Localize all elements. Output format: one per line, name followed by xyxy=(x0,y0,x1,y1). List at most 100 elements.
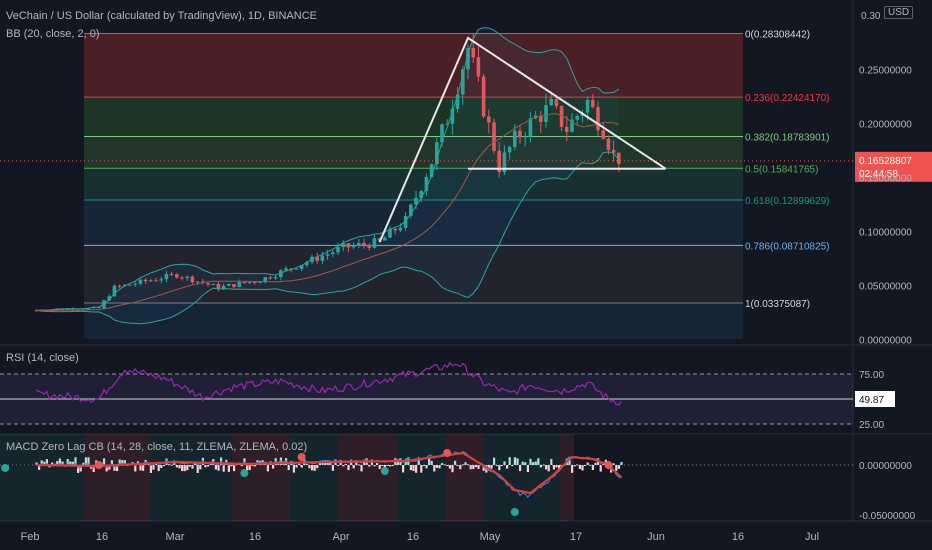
macd-tick-1: -0.05000000 xyxy=(859,511,916,522)
macd-hist-bar xyxy=(337,464,340,466)
macd-hist-bar xyxy=(599,465,602,472)
macd-hist-bar xyxy=(537,458,540,465)
candle-body xyxy=(507,146,512,153)
currency-badge[interactable]: USD xyxy=(884,6,914,19)
macd-hist-bar xyxy=(428,457,431,465)
macd-hist-bar xyxy=(506,465,509,469)
candle-body xyxy=(575,115,579,120)
macd-hist-bar xyxy=(287,465,290,471)
macd-hist-bar xyxy=(326,461,329,465)
macd-hist-bar xyxy=(591,465,594,471)
macd-hist-bar xyxy=(615,465,618,471)
candle-body xyxy=(112,285,117,297)
macd-bg-5 xyxy=(338,434,398,521)
macd-hist-bar xyxy=(188,465,191,467)
macd-bg-2 xyxy=(150,434,232,521)
macd-hist-bar xyxy=(214,465,217,470)
candle-body xyxy=(471,47,475,58)
candle-body xyxy=(180,277,184,279)
fib-band-4 xyxy=(84,200,743,246)
macd-hist-bar xyxy=(532,462,535,465)
candle-body xyxy=(107,296,111,301)
candle-body xyxy=(414,197,418,205)
macd-hist-bar xyxy=(519,465,522,472)
candle-body xyxy=(606,138,611,151)
macd-hist-bar xyxy=(467,464,470,466)
macd-hist-bar xyxy=(35,462,38,465)
candle-body xyxy=(357,243,361,246)
price-tick-2: 0.10000000 xyxy=(859,227,912,238)
macd-hist-bar xyxy=(162,465,165,467)
macd-hist-bar xyxy=(142,465,145,471)
macd-hist-bar xyxy=(454,460,457,465)
macd-hist-bar xyxy=(199,465,202,470)
candle-body xyxy=(117,285,122,287)
macd-hist-bar xyxy=(521,461,524,465)
time-tick-10: Jul xyxy=(805,531,819,543)
macd-hist-bar xyxy=(121,460,124,465)
candle-body xyxy=(440,124,444,143)
triangle-upper-line xyxy=(378,36,667,243)
macd-cross-dot-4 xyxy=(380,467,389,475)
candle-body xyxy=(315,256,319,261)
candle-body xyxy=(294,268,299,270)
macd-hist-bar xyxy=(77,465,80,473)
candle-body xyxy=(341,243,345,248)
macd-hist-bar xyxy=(191,465,194,469)
time-tick-5: 16 xyxy=(407,531,419,543)
macd-hist-bar xyxy=(181,465,184,472)
countdown-label: 02:44:58 xyxy=(859,169,898,180)
macd-hist-bar xyxy=(446,465,449,466)
candle-body xyxy=(409,204,413,216)
macd-hist-bar xyxy=(404,459,407,465)
macd-hist-bar xyxy=(552,465,555,470)
candle-body xyxy=(211,283,215,285)
candle-body xyxy=(232,284,236,287)
macd-bg-8 xyxy=(484,434,560,521)
last-price-label: 0.16528807 xyxy=(859,156,912,167)
macd-hist-bar xyxy=(311,465,314,471)
macd-cross-dot-2 xyxy=(240,469,249,477)
macd-hist-bar xyxy=(578,465,581,470)
candle-body xyxy=(263,277,267,283)
candle-body xyxy=(185,276,189,278)
candle-body xyxy=(221,285,226,290)
macd-hist-bar xyxy=(396,461,399,465)
macd-hist-bar xyxy=(201,457,204,465)
rsi-tick-0: 75.00 xyxy=(859,370,884,381)
macd-hist-bar xyxy=(87,457,90,465)
macd-hist-bar xyxy=(441,463,444,465)
macd-hist-bar xyxy=(503,461,506,465)
macd-cross-dot-3 xyxy=(297,453,306,461)
price-tick-3: 0.15000000 xyxy=(859,173,912,184)
macd-hist-bar xyxy=(409,465,412,471)
candle-body xyxy=(336,247,340,253)
candle-body xyxy=(325,254,330,256)
macd-hist-bar xyxy=(581,465,584,471)
macd-hist-bar xyxy=(443,464,446,466)
macd-hist-bar xyxy=(550,459,553,465)
macd-hist-bar xyxy=(318,462,321,465)
price-tick-1: 0.05000000 xyxy=(859,281,912,292)
macd-hist-bar xyxy=(40,460,43,465)
macd-hist-bar xyxy=(539,465,542,468)
fib-band-3 xyxy=(84,168,743,201)
bb-upper-line xyxy=(36,27,620,311)
candle-body xyxy=(377,238,382,241)
macd-hist-bar xyxy=(204,465,207,468)
rsi-tick-1: 25.00 xyxy=(859,420,884,431)
macd-hist-bar xyxy=(435,465,438,468)
macd-cross-dot-1 xyxy=(94,461,103,469)
fib-label-0: 0(0.28308442) xyxy=(745,29,810,40)
candle-body xyxy=(429,164,434,178)
macd-hist-bar xyxy=(233,465,236,472)
macd-hist-bar xyxy=(430,460,433,465)
fib-label-6: 1(0.03375087) xyxy=(745,299,810,310)
macd-hist-bar xyxy=(469,465,472,470)
candle-body xyxy=(258,282,262,284)
candle-body xyxy=(159,279,163,281)
macd-hist-bar xyxy=(342,465,345,467)
macd-hist-bar xyxy=(376,463,379,465)
time-tick-9: 16 xyxy=(732,531,744,543)
